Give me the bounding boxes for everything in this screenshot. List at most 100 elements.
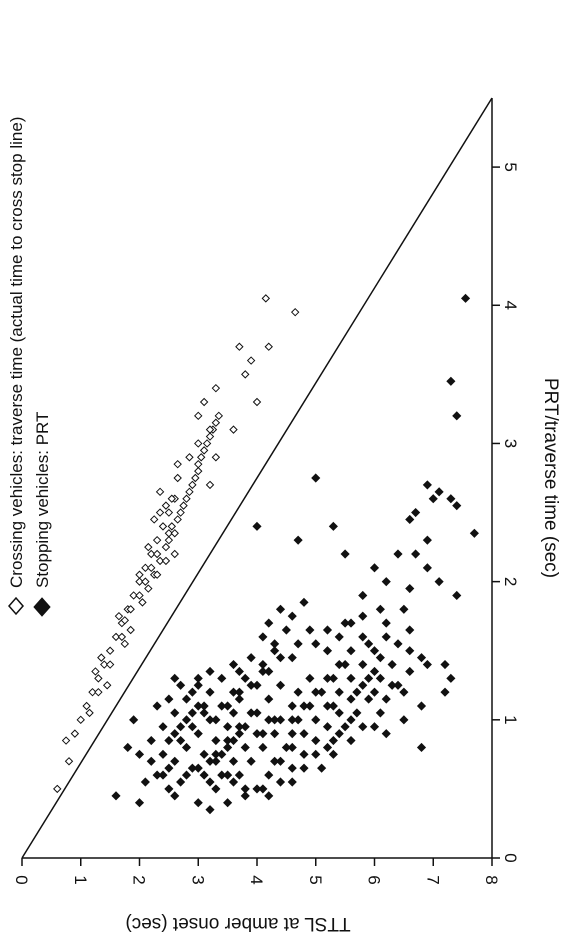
stopping-vehicle-point [369, 666, 380, 677]
crossing-vehicle-point [229, 425, 238, 434]
stopping-vehicle-point [334, 632, 344, 642]
stopping-vehicle-point [287, 701, 297, 711]
stopping-vehicle-point [193, 729, 203, 739]
stopping-vehicle-point [246, 653, 256, 663]
stopping-vehicle-point [158, 749, 168, 759]
stopping-vehicle-point [311, 639, 321, 649]
stopping-vehicle-point [358, 722, 368, 732]
crossing-vehicle-point [135, 591, 144, 600]
stopping-vehicle-point [328, 673, 338, 683]
crossing-vehicle-point [102, 681, 112, 690]
stopping-vehicle-point [452, 590, 462, 601]
legend-filled-diamond-icon [33, 597, 51, 617]
stopping-vehicle-point [170, 673, 180, 683]
stopping-vehicle-point [434, 487, 444, 497]
stopping-vehicle-point [405, 646, 415, 656]
stopping-vehicle-point [193, 763, 203, 773]
stopping-vehicle-point [258, 729, 268, 739]
crossing-vehicle-point [158, 522, 168, 531]
stopping-vehicle-point [275, 653, 286, 663]
stopping-vehicle-point [205, 805, 215, 815]
crossing-vehicle-point [144, 542, 153, 552]
stopping-vehicle-point [158, 722, 168, 732]
stopping-vehicle-point [352, 708, 362, 718]
legend-entry-crossing: Crossing vehicles: traverse time (actual… [7, 117, 26, 588]
reference-diagonal-line [21, 97, 493, 859]
stopping-vehicle-point [193, 673, 203, 683]
crossing-vehicle-point [149, 515, 159, 524]
stopping-vehicle-point [270, 715, 280, 725]
stopping-vehicle-point [364, 694, 374, 704]
crossing-vehicle-point [185, 487, 194, 497]
stopping-vehicle-point [346, 735, 356, 746]
stopping-vehicle-point [346, 715, 356, 725]
crossing-vehicle-point [161, 501, 171, 510]
crossing-vehicle-point [241, 370, 250, 379]
stopping-vehicle-point [228, 708, 239, 718]
stopping-vehicle-point [170, 708, 180, 718]
stopping-vehicle-point [187, 708, 197, 718]
stopping-vehicle-point [281, 625, 291, 635]
stopping-vehicle-point [422, 659, 432, 670]
stopping-vehicle-point [411, 549, 421, 559]
crossing-vehicle-point [211, 383, 221, 393]
stopping-vehicle-point [299, 763, 309, 773]
crossing-vehicle-point [264, 342, 273, 351]
stopping-vehicle-point [146, 735, 156, 746]
crossing-vehicle-point [129, 591, 138, 600]
stopping-vehicle-point [187, 722, 197, 732]
crossing-vehicle-point [164, 535, 174, 545]
stopping-vehicle-point [346, 618, 356, 628]
stopping-vehicle-point [211, 784, 221, 794]
x-tick-label: 2 [501, 577, 520, 586]
stopping-vehicle-point [399, 715, 409, 725]
stopping-vehicle-point [123, 742, 133, 753]
stopping-vehicle-point [358, 611, 368, 621]
stopping-vehicle-point [240, 791, 250, 801]
stopping-vehicle-point [422, 535, 432, 545]
stopping-vehicle-point [246, 756, 256, 766]
stopping-vehicle-point [405, 625, 415, 635]
stopping-vehicle-point [275, 604, 286, 614]
stopping-vehicle-point [234, 729, 244, 739]
stopping-vehicle-point [223, 798, 233, 808]
stopping-vehicle-point [199, 708, 209, 718]
crossing-vehicle-point [290, 307, 300, 317]
stopping-vehicle-point [328, 701, 338, 711]
crossing-vehicle-point [196, 453, 206, 462]
stopping-vehicle-point [252, 521, 262, 531]
stopping-vehicle-point [322, 646, 333, 656]
crossing-vehicle-point [141, 563, 150, 573]
crossing-vehicle-point [161, 556, 171, 566]
crossing-vehicle-point [179, 501, 188, 510]
x-tick-label: 3 [501, 439, 520, 448]
stopping-vehicle-point [164, 763, 174, 773]
stopping-vehicle-point [381, 577, 391, 587]
stopping-vehicle-point [205, 687, 215, 697]
stopping-vehicle-point [469, 528, 479, 538]
stopping-vehicle-point [134, 798, 145, 808]
stopping-vehicle-point [358, 680, 368, 690]
stopping-vehicle-point [405, 514, 415, 525]
stopping-vehicle-point [270, 639, 280, 649]
stopping-vehicle-point [299, 597, 309, 607]
stopping-vehicle-point [416, 701, 427, 711]
y-tick-label: 6 [365, 875, 384, 884]
crossing-vehicle-point [194, 439, 203, 448]
stopping-vehicle-point [364, 673, 374, 683]
stopping-vehicle-point [181, 742, 192, 753]
stopping-vehicle-point [411, 507, 421, 518]
y-tick-label: 2 [130, 875, 149, 884]
stopping-vehicle-point [305, 701, 315, 711]
crossing-vehicle-point [105, 646, 115, 655]
legend-entry-stopping: Stopping vehicles: PRT [33, 412, 52, 588]
stopping-vehicle-point [393, 639, 403, 649]
crossing-vehicle-point [53, 784, 62, 794]
stopping-vehicle-point [311, 749, 321, 759]
crossing-vehicle-point [205, 432, 215, 441]
crossing-vehicle-point [155, 508, 165, 517]
stopping-vehicle-point [369, 646, 380, 656]
stopping-vehicle-point [211, 756, 221, 766]
crossing-vehicle-point [167, 522, 177, 531]
